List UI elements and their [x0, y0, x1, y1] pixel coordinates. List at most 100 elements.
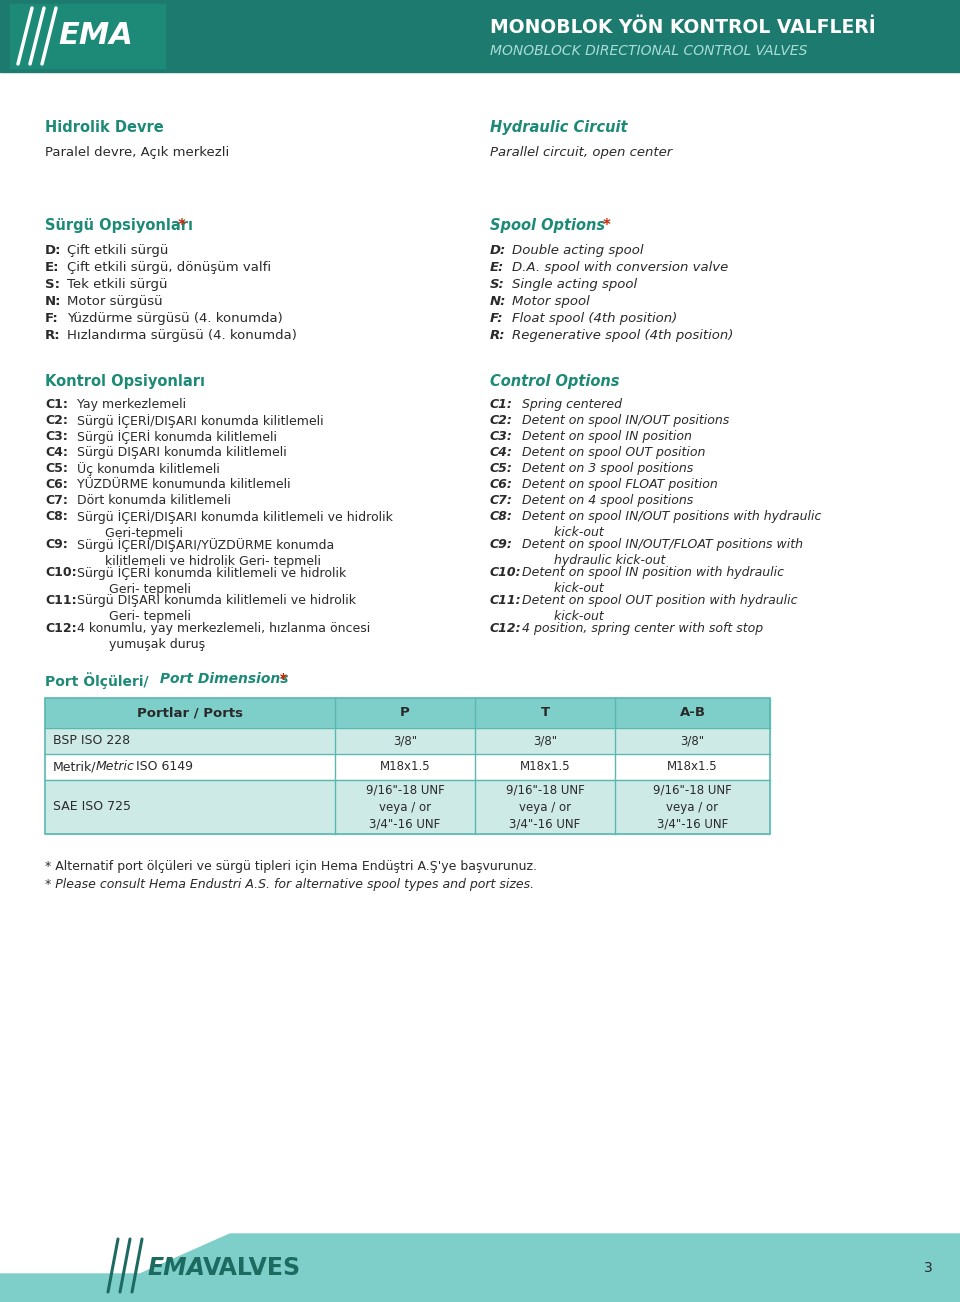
- Text: Detent on 3 spool positions: Detent on 3 spool positions: [522, 462, 693, 475]
- Text: D:: D:: [45, 243, 61, 256]
- Text: Hydraulic Circuit: Hydraulic Circuit: [490, 120, 628, 135]
- Text: F:: F:: [490, 312, 503, 326]
- Text: Spring centered: Spring centered: [522, 398, 622, 411]
- Text: E:: E:: [45, 260, 60, 273]
- Text: 4 position, spring center with soft stop: 4 position, spring center with soft stop: [522, 622, 763, 635]
- Text: Spool Options: Spool Options: [490, 217, 605, 233]
- Text: C2:: C2:: [490, 414, 513, 427]
- Text: C10:: C10:: [45, 566, 77, 579]
- Text: Sürgü Opsiyonları: Sürgü Opsiyonları: [45, 217, 193, 233]
- Text: 9/16"-18 UNF
veya / or
3/4"-16 UNF: 9/16"-18 UNF veya / or 3/4"-16 UNF: [506, 784, 585, 831]
- Text: C1:: C1:: [45, 398, 68, 411]
- Text: Sürgü DIŞARI konumda kilitlemeli ve hidrolik
        Geri- tepmeli: Sürgü DIŞARI konumda kilitlemeli ve hidr…: [77, 594, 356, 622]
- Text: Detent on spool IN/OUT positions: Detent on spool IN/OUT positions: [522, 414, 730, 427]
- Bar: [45, 728, 770, 754]
- Text: T: T: [540, 707, 549, 720]
- Text: VALVES: VALVES: [203, 1256, 301, 1280]
- Text: Float spool (4th position): Float spool (4th position): [512, 312, 677, 326]
- Text: Detent on 4 spool positions: Detent on 4 spool positions: [522, 493, 693, 506]
- Text: C9:: C9:: [490, 538, 513, 551]
- Text: C2:: C2:: [45, 414, 68, 427]
- Text: Çift etkili sürgü, dönüşüm valfi: Çift etkili sürgü, dönüşüm valfi: [67, 260, 271, 273]
- Text: A-B: A-B: [680, 707, 706, 720]
- Bar: [0, 1234, 960, 1302]
- Text: Port Dimensions: Port Dimensions: [155, 672, 289, 686]
- Text: C11:: C11:: [45, 594, 77, 607]
- Text: Regenerative spool (4th position): Regenerative spool (4th position): [512, 329, 733, 342]
- Text: Detent on spool IN/OUT/FLOAT positions with
        hydraulic kick-out: Detent on spool IN/OUT/FLOAT positions w…: [522, 538, 803, 566]
- Text: Metric: Metric: [96, 760, 134, 773]
- Text: BSP ISO 228: BSP ISO 228: [53, 734, 131, 747]
- Text: Hidrolik Devre: Hidrolik Devre: [45, 120, 164, 135]
- Text: Dört konumda kilitlemeli: Dört konumda kilitlemeli: [77, 493, 231, 506]
- Text: M18x1.5: M18x1.5: [667, 760, 718, 773]
- Bar: [10, 4, 165, 68]
- Bar: [45, 780, 770, 835]
- Text: Port Ölçüleri/: Port Ölçüleri/: [45, 672, 149, 689]
- Text: Motor spool: Motor spool: [512, 296, 589, 309]
- Text: Sürgü İÇERİ/DIŞARI/YÜZDÜRME konumda
       kilitlemeli ve hidrolik Geri- tepmeli: Sürgü İÇERİ/DIŞARI/YÜZDÜRME konumda kili…: [77, 538, 334, 568]
- Text: C8:: C8:: [45, 510, 68, 523]
- Text: C4:: C4:: [45, 447, 68, 460]
- Text: C6:: C6:: [45, 478, 68, 491]
- Text: C7:: C7:: [490, 493, 513, 506]
- Text: Detent on spool IN position with hydraulic
        kick-out: Detent on spool IN position with hydraul…: [522, 566, 784, 595]
- Text: Sürgü DIŞARI konumda kilitlemeli: Sürgü DIŞARI konumda kilitlemeli: [77, 447, 287, 460]
- Text: *: *: [173, 217, 186, 233]
- Text: C4:: C4:: [490, 447, 513, 460]
- Text: C8:: C8:: [490, 510, 513, 523]
- Text: Portlar / Ports: Portlar / Ports: [137, 707, 243, 720]
- Text: S:: S:: [490, 279, 505, 292]
- Text: 9/16"-18 UNF
veya / or
3/4"-16 UNF: 9/16"-18 UNF veya / or 3/4"-16 UNF: [366, 784, 444, 831]
- Text: Detent on spool FLOAT position: Detent on spool FLOAT position: [522, 478, 718, 491]
- Text: N:: N:: [45, 296, 61, 309]
- Text: *: *: [275, 672, 287, 686]
- Text: Kontrol Opsiyonları: Kontrol Opsiyonları: [45, 374, 205, 389]
- Bar: [45, 698, 770, 728]
- Text: 3/8": 3/8": [393, 734, 417, 747]
- Text: C5:: C5:: [45, 462, 68, 475]
- Text: C5:: C5:: [490, 462, 513, 475]
- Text: C12:: C12:: [490, 622, 521, 635]
- Text: F:: F:: [45, 312, 59, 326]
- Text: M18x1.5: M18x1.5: [380, 760, 430, 773]
- Text: Tek etkili sürgü: Tek etkili sürgü: [67, 279, 167, 292]
- Text: Sürgü İÇERİ/DIŞARI konumda kilitlemeli ve hidrolik
       Geri-tepmeli: Sürgü İÇERİ/DIŞARI konumda kilitlemeli v…: [77, 510, 393, 540]
- Text: C9:: C9:: [45, 538, 68, 551]
- Text: *: *: [598, 217, 611, 233]
- Text: E:: E:: [490, 260, 504, 273]
- Text: C11:: C11:: [490, 594, 521, 607]
- Text: Single acting spool: Single acting spool: [512, 279, 637, 292]
- Text: Detent on spool OUT position with hydraulic
        kick-out: Detent on spool OUT position with hydrau…: [522, 594, 798, 622]
- Text: MONOBLOK YÖN KONTROL VALFLERİ: MONOBLOK YÖN KONTROL VALFLERİ: [490, 18, 876, 36]
- Text: EMA: EMA: [148, 1256, 205, 1280]
- Text: Parallel circuit, open center: Parallel circuit, open center: [490, 146, 672, 159]
- Text: Detent on spool IN/OUT positions with hydraulic
        kick-out: Detent on spool IN/OUT positions with hy…: [522, 510, 822, 539]
- Text: C1:: C1:: [490, 398, 513, 411]
- Text: * Please consult Hema Endustri A.S. for alternative spool types and port sizes.: * Please consult Hema Endustri A.S. for …: [45, 878, 534, 891]
- Text: Double acting spool: Double acting spool: [512, 243, 643, 256]
- Text: Sürgü İÇERİ/DIŞARI konumda kilitlemeli: Sürgü İÇERİ/DIŞARI konumda kilitlemeli: [77, 414, 324, 428]
- Text: C10:: C10:: [490, 566, 521, 579]
- Text: N:: N:: [490, 296, 506, 309]
- Text: EMA: EMA: [58, 22, 132, 51]
- Text: Yay merkezlemeli: Yay merkezlemeli: [77, 398, 186, 411]
- Text: C3:: C3:: [490, 430, 513, 443]
- Text: Sürgü İÇERİ konumda kilitlemeli ve hidrolik
        Geri- tepmeli: Sürgü İÇERİ konumda kilitlemeli ve hidro…: [77, 566, 347, 596]
- Text: Üç konumda kilitlemeli: Üç konumda kilitlemeli: [77, 462, 220, 477]
- Text: MONOBLOCK DIRECTIONAL CONTROL VALVES: MONOBLOCK DIRECTIONAL CONTROL VALVES: [490, 44, 807, 59]
- Text: 3: 3: [924, 1262, 932, 1275]
- Text: C6:: C6:: [490, 478, 513, 491]
- Text: Çift etkili sürgü: Çift etkili sürgü: [67, 243, 168, 256]
- Text: 9/16"-18 UNF
veya / or
3/4"-16 UNF: 9/16"-18 UNF veya / or 3/4"-16 UNF: [653, 784, 732, 831]
- Text: YÜZDÜRME konumunda kilitlemeli: YÜZDÜRME konumunda kilitlemeli: [77, 478, 291, 491]
- Text: Detent on spool OUT position: Detent on spool OUT position: [522, 447, 706, 460]
- Text: D:: D:: [490, 243, 506, 256]
- Text: R:: R:: [45, 329, 60, 342]
- Text: Hızlandırma sürgüsü (4. konumda): Hızlandırma sürgüsü (4. konumda): [67, 329, 297, 342]
- Text: Sürgü İÇERİ konumda kilitlemeli: Sürgü İÇERİ konumda kilitlemeli: [77, 430, 277, 444]
- Text: C3:: C3:: [45, 430, 68, 443]
- Text: 3/8": 3/8": [681, 734, 705, 747]
- Text: ISO 6149: ISO 6149: [132, 760, 193, 773]
- Text: * Alternatif port ölçüleri ve sürgü tipleri için Hema Endüştri A.Ş'ye başvurunuz: * Alternatif port ölçüleri ve sürgü tipl…: [45, 861, 537, 874]
